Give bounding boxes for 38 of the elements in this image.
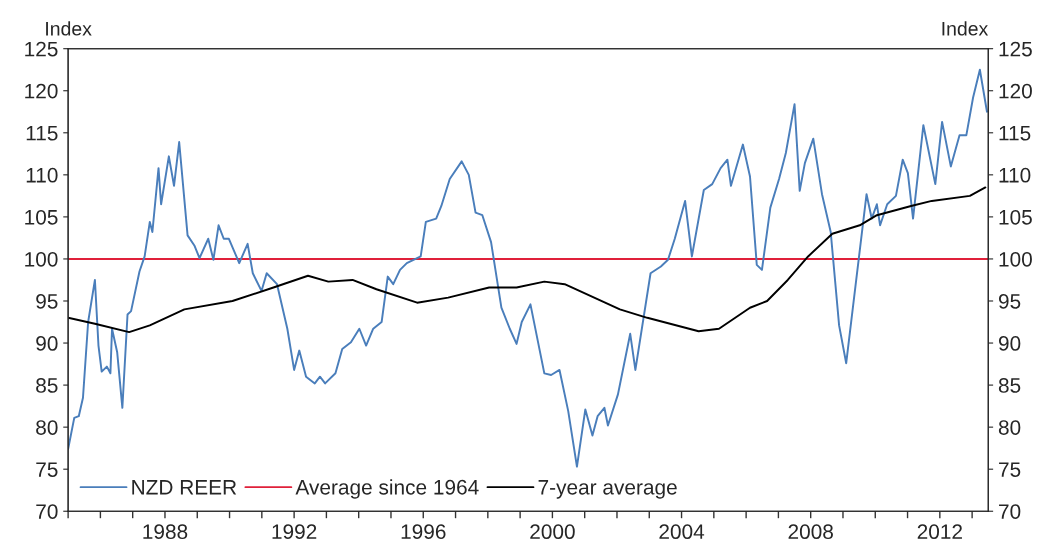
x-tick-label: 2008 [788, 524, 833, 540]
y2-axis-title: Index [942, 21, 989, 36]
y-tick-label: 70 [36, 504, 58, 519]
y-tick-label: 75 [36, 462, 58, 477]
x-tick-label: 2000 [530, 524, 575, 540]
y2-tick-label: 115 [999, 126, 1031, 141]
y-tick-label: 105 [25, 209, 58, 225]
y-tick-label: 110 [26, 167, 58, 183]
y-tick-label: 80 [36, 420, 58, 435]
y2-tick-label: 70 [999, 504, 1021, 519]
y2-tick-label: 95 [998, 293, 1021, 309]
y-tick-label: 115 [26, 126, 58, 141]
y2-tick-label: 90 [998, 336, 1021, 351]
legend-label: NZD REER [132, 480, 237, 495]
y2-tick-label: 110 [999, 167, 1031, 183]
legend-label: Average since 1964 [295, 479, 479, 499]
legend-label: 7-year average [538, 480, 677, 499]
line-series [68, 68, 988, 468]
y2-tick-label: 100 [999, 251, 1032, 267]
y-tick-label: 120 [25, 83, 58, 99]
y2-tick-label: 75 [999, 462, 1021, 477]
x-tick-label: 1996 [401, 524, 446, 540]
y-axis-title: Index [46, 21, 92, 36]
y2-tick-label: 85 [998, 378, 1021, 393]
y-tick-label: 125 [25, 41, 58, 57]
line-series [68, 186, 987, 334]
x-tick-label: 2004 [659, 524, 705, 540]
y-tick-label: 100 [25, 251, 58, 267]
x-tick-label: 1992 [272, 524, 317, 540]
y2-tick-label: 120 [999, 83, 1032, 99]
y2-tick-label: 80 [998, 420, 1021, 435]
y2-tick-label: 105 [999, 209, 1032, 225]
y-tick-label: 90 [36, 336, 58, 351]
y-tick-label: 95 [36, 293, 58, 309]
x-tick-label: 1988 [143, 524, 188, 540]
x-tick-label: 2012 [917, 524, 962, 540]
y2-tick-label: 125 [999, 41, 1032, 57]
y-tick-label: 85 [36, 378, 58, 393]
